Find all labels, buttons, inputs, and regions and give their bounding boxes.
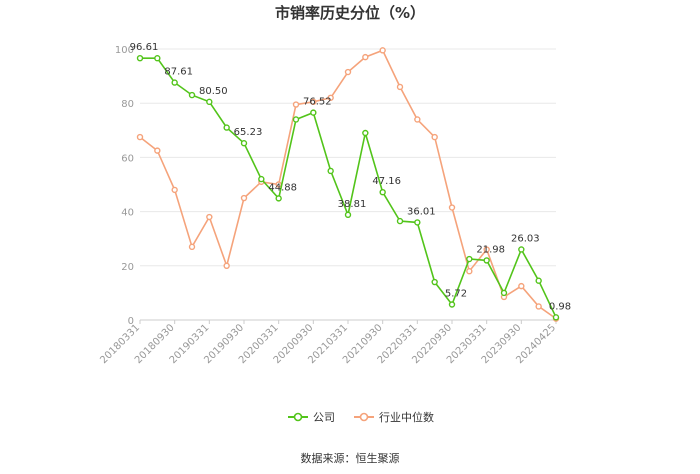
data-point [396, 83, 404, 91]
data-labels: 96.61 87.61 80.50 65.23 44.88 76.52 38.81 47.16… [130, 42, 571, 312]
y-tick-label: 60 [121, 153, 134, 164]
data-point [171, 79, 178, 86]
data-point [414, 116, 421, 123]
data-label: 36.01 [407, 206, 436, 217]
data-point [206, 213, 213, 221]
legend-swatch-marker [359, 412, 369, 422]
data-label: 80.50 [199, 86, 228, 97]
data-label: 5.72 [445, 288, 467, 299]
data-point [431, 133, 438, 141]
data-point [258, 175, 265, 183]
source-text: 数据来源：恒生聚源 [301, 451, 400, 465]
data-point [414, 219, 421, 226]
data-point [396, 217, 404, 225]
data-point [448, 301, 456, 308]
data-label: 47.16 [372, 176, 401, 187]
data-point [240, 194, 248, 202]
data-point [154, 55, 161, 62]
y-tick-label: 80 [121, 99, 134, 110]
data-point [483, 246, 490, 253]
data-point [292, 101, 300, 108]
data-point [518, 246, 525, 253]
series-line-0 [140, 57, 557, 318]
y-tick-label: 0 [128, 316, 134, 327]
data-point [136, 133, 144, 141]
data-point [344, 211, 352, 219]
data-label: 0.98 [549, 301, 571, 312]
data-point [379, 188, 386, 196]
data-point [466, 268, 473, 275]
data-point [327, 94, 334, 101]
data-point [136, 54, 144, 62]
data-point [327, 167, 334, 175]
legend-label: 行业中位数 [379, 410, 434, 424]
data-label: 87.61 [164, 67, 193, 78]
legend-swatch-marker [293, 412, 303, 422]
data-point [362, 129, 369, 137]
data-point [188, 91, 196, 99]
data-point [223, 262, 230, 269]
data-point [552, 314, 560, 321]
data-point [240, 140, 248, 147]
data-label: 21.98 [476, 244, 505, 255]
y-tick-label: 100 [115, 45, 134, 56]
data-point [275, 195, 282, 202]
data-point [518, 282, 525, 290]
data-point [171, 186, 178, 194]
legend-item-1[interactable]: 行业中位数 [354, 410, 434, 424]
data-point [362, 53, 369, 61]
y-tick-label: 20 [121, 262, 134, 273]
data-point [535, 303, 542, 310]
data-point [292, 116, 300, 123]
data-label: 26.03 [511, 233, 540, 244]
y-tick-label: 40 [121, 208, 134, 219]
data-point [154, 147, 161, 154]
data-label: 76.52 [303, 97, 332, 108]
series-group [136, 47, 560, 322]
data-point [466, 255, 473, 263]
data-point [223, 124, 230, 131]
data-point [535, 277, 542, 284]
data-point [500, 289, 508, 297]
data-label: 65.23 [234, 127, 263, 138]
data-label: 38.81 [338, 199, 367, 210]
chart-title: 市销率历史分位（%） [275, 4, 425, 22]
legend[interactable]: 公司 行业中位数 [288, 410, 434, 424]
data-point [310, 98, 317, 106]
data-point [379, 47, 386, 54]
data-label: 44.88 [268, 182, 297, 193]
legend-label: 公司 [313, 411, 335, 424]
data-point [188, 243, 196, 251]
data-point [483, 257, 490, 264]
data-point [431, 278, 438, 286]
legend-item-0[interactable]: 公司 [288, 411, 335, 424]
data-point [448, 204, 456, 211]
data-point [344, 68, 352, 76]
data-point [310, 109, 317, 116]
data-point [206, 98, 213, 106]
x-axis: 2018033120180930201903312019093020200331… [98, 320, 558, 366]
y-axis: 0 20 40 60 80 100 [115, 45, 134, 327]
data-label: 96.61 [130, 42, 159, 53]
